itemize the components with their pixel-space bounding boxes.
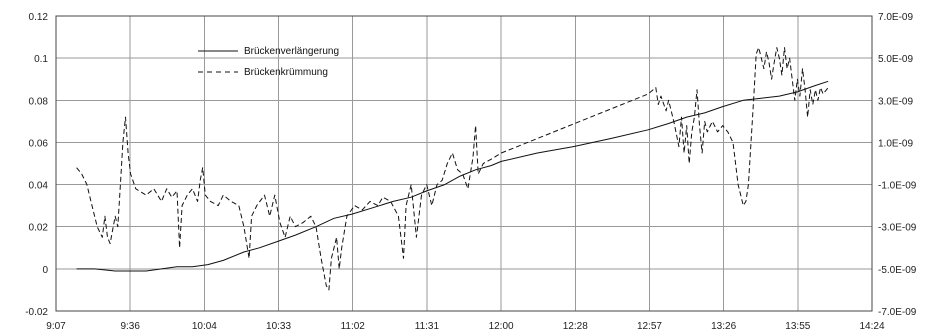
left-axis-tick-label: -0.02 bbox=[25, 307, 48, 318]
right-axis-tick-label: -3.0E-09 bbox=[878, 223, 917, 234]
legend-label-brueckenverlaengerung: Brückenverlängerung bbox=[244, 46, 339, 57]
right-axis-tick-label: 5.0E-09 bbox=[878, 54, 913, 65]
x-axis-tick-label: 10:04 bbox=[192, 321, 217, 332]
x-axis-tick-label: 12:57 bbox=[637, 321, 662, 332]
right-axis-tick-label: 7.0E-09 bbox=[878, 12, 913, 23]
series-lines bbox=[76, 47, 829, 291]
x-axis-tick-labels: 9:07 9:36 10:04 10:33 11:02 11:31 12:00 12:28 12… bbox=[46, 321, 885, 332]
left-axis-tick-label: 0.08 bbox=[29, 96, 49, 107]
x-axis-tick-label: 12:28 bbox=[563, 321, 588, 332]
plot-area-frame bbox=[55, 15, 873, 312]
x-axis-tick-label: 10:33 bbox=[266, 321, 291, 332]
x-axis-tick-label: 12:00 bbox=[489, 321, 514, 332]
left-axis-tick-label: 0 bbox=[42, 265, 48, 276]
x-axis-tick-label: 9:36 bbox=[120, 321, 140, 332]
x-axis-tick-label: 13:55 bbox=[785, 321, 810, 332]
x-axis-tick-label: 14:24 bbox=[859, 321, 884, 332]
left-axis-tick-label: 0.12 bbox=[29, 12, 49, 23]
left-axis-tick-label: 0.02 bbox=[29, 223, 49, 234]
grid-lines bbox=[55, 15, 873, 312]
legend-label-brueckenkruemmung: Brückenkrümmung bbox=[244, 67, 328, 78]
legend: Brückenverlängerung Brückenkrümmung bbox=[198, 46, 339, 78]
right-axis-tick-label: -7.0E-09 bbox=[878, 307, 917, 318]
right-axis-tick-label: 1.0E-09 bbox=[878, 138, 913, 149]
x-axis-tick-label: 9:07 bbox=[46, 321, 66, 332]
right-axis-tick-label: -5.0E-09 bbox=[878, 265, 917, 276]
series-line-brueckenkruemmung bbox=[76, 47, 829, 291]
x-axis-tick-label: 11:31 bbox=[415, 321, 440, 332]
left-axis-tick-label: 0.06 bbox=[29, 138, 49, 149]
x-axis-tick-label: 13:26 bbox=[711, 321, 736, 332]
left-axis-tick-label: 0.04 bbox=[29, 181, 49, 192]
left-axis-tick-labels: 0.12 0.1 0.08 0.06 0.04 0.02 0 -0.02 bbox=[25, 12, 48, 318]
left-axis-tick-label: 0.1 bbox=[34, 54, 48, 65]
series-line-brueckenverlaengerung bbox=[76, 80, 829, 272]
right-axis-tick-label: -1.0E-09 bbox=[878, 181, 917, 192]
x-axis-tick-label: 11:02 bbox=[341, 321, 366, 332]
right-axis-tick-labels: 7.0E-09 5.0E-09 3.0E-09 1.0E-09 -1.0E-09 -3.0… bbox=[878, 12, 917, 318]
right-axis-tick-label: 3.0E-09 bbox=[878, 96, 913, 107]
